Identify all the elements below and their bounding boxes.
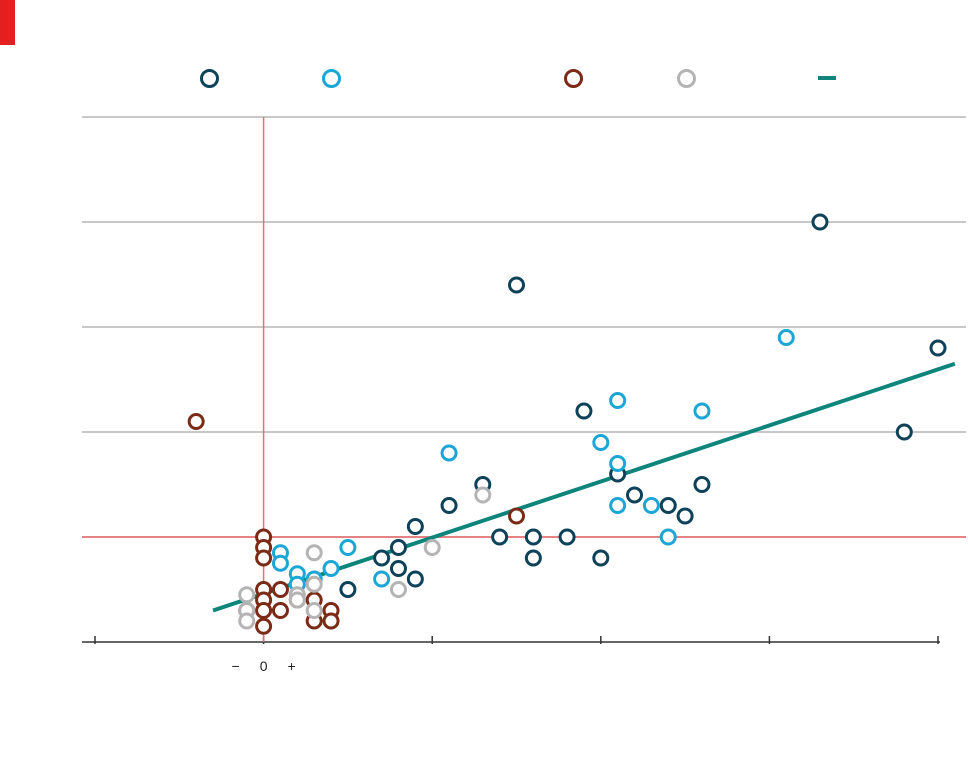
data-point: [406, 518, 424, 535]
data-point: [373, 570, 391, 588]
data-point: [524, 528, 542, 546]
data-point: [423, 539, 441, 556]
data-point: [592, 434, 610, 451]
x-tick-label: 0: [260, 658, 268, 674]
data-point: [339, 539, 357, 556]
data-point: [659, 497, 677, 514]
data-point: [676, 507, 694, 525]
data-point: [558, 528, 576, 546]
data-point: [389, 539, 407, 556]
legend-item-dark-blue: [200, 60, 219, 96]
legend-item-grey: [677, 60, 696, 96]
data-point: [322, 560, 340, 577]
data-point: [271, 602, 289, 619]
data-point: [288, 591, 306, 609]
legend-marker-brown: [564, 68, 583, 88]
data-point: [440, 497, 458, 514]
data-point: [929, 339, 947, 357]
data-point: [491, 528, 509, 546]
data-point: [626, 486, 644, 504]
data-point: [339, 581, 357, 598]
legend-marker-dark-blue: [200, 68, 219, 88]
data-point: [693, 476, 711, 493]
data-point: [255, 617, 273, 635]
data-point: [389, 581, 407, 598]
data-point: [255, 602, 273, 619]
data-point: [609, 392, 627, 409]
x-tick-label: +: [288, 658, 296, 674]
data-point: [693, 402, 711, 420]
data-point: [609, 497, 627, 514]
legend-item-light-blue: [322, 60, 341, 96]
legend-item-brown: [564, 60, 583, 96]
legend-marker-grey: [677, 68, 696, 88]
data-point: [811, 213, 829, 231]
data-point: [238, 612, 256, 630]
data-point: [440, 444, 458, 462]
data-point: [322, 612, 340, 630]
legend: [0, 60, 968, 96]
data-point: [255, 549, 273, 567]
data-point: [389, 560, 407, 577]
data-point: [271, 581, 289, 598]
data-point: [271, 554, 289, 572]
data-point: [508, 507, 525, 525]
data-point: [238, 586, 256, 604]
data-point: [305, 602, 323, 619]
data-point: [187, 413, 205, 430]
brand-block: [0, 0, 15, 45]
data-point: [592, 549, 610, 567]
data-point: [305, 544, 323, 562]
data-point: [406, 570, 424, 588]
legend-trend-line: [818, 76, 836, 80]
data-point: [524, 549, 542, 567]
data-point: [659, 528, 677, 546]
legend-item-trend: [818, 60, 836, 96]
x-tick-label: −: [232, 658, 240, 674]
data-point: [642, 497, 660, 514]
data-point: [508, 276, 525, 294]
data-point: [609, 455, 627, 472]
data-point: [575, 402, 593, 420]
data-point: [777, 329, 795, 346]
data-point: [373, 549, 391, 567]
data-point: [895, 423, 913, 441]
data-point: [474, 486, 492, 504]
legend-marker-light-blue: [322, 68, 341, 88]
data-point: [305, 575, 323, 593]
